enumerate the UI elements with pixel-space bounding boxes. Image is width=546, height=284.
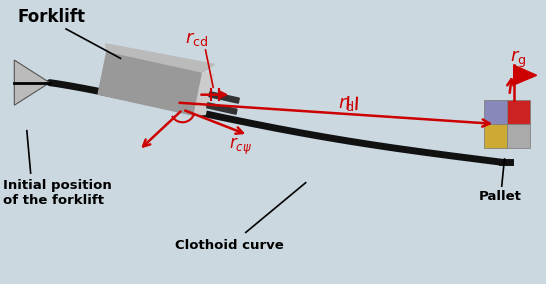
Polygon shape [105, 44, 215, 72]
Polygon shape [207, 103, 237, 114]
Text: $r_{\rm cd}$: $r_{\rm cd}$ [185, 30, 208, 48]
Polygon shape [194, 72, 213, 115]
Polygon shape [514, 65, 537, 85]
Bar [507, 100, 530, 124]
Text: Forklift: Forklift [17, 8, 85, 26]
Polygon shape [209, 92, 239, 103]
Bar [484, 100, 507, 124]
Polygon shape [98, 51, 203, 115]
Bar [484, 124, 507, 148]
Polygon shape [14, 60, 50, 105]
Text: $r_{\rm d}$: $r_{\rm d}$ [339, 95, 355, 113]
Text: Pallet: Pallet [479, 190, 522, 203]
Bar [507, 124, 530, 148]
Text: Initial position
of the forklift: Initial position of the forklift [3, 179, 112, 207]
Text: $r_{\rm g}$: $r_{\rm g}$ [510, 49, 526, 70]
Text: Clothoid curve: Clothoid curve [175, 239, 284, 252]
Text: $r_{c\psi}$: $r_{c\psi}$ [229, 135, 252, 157]
